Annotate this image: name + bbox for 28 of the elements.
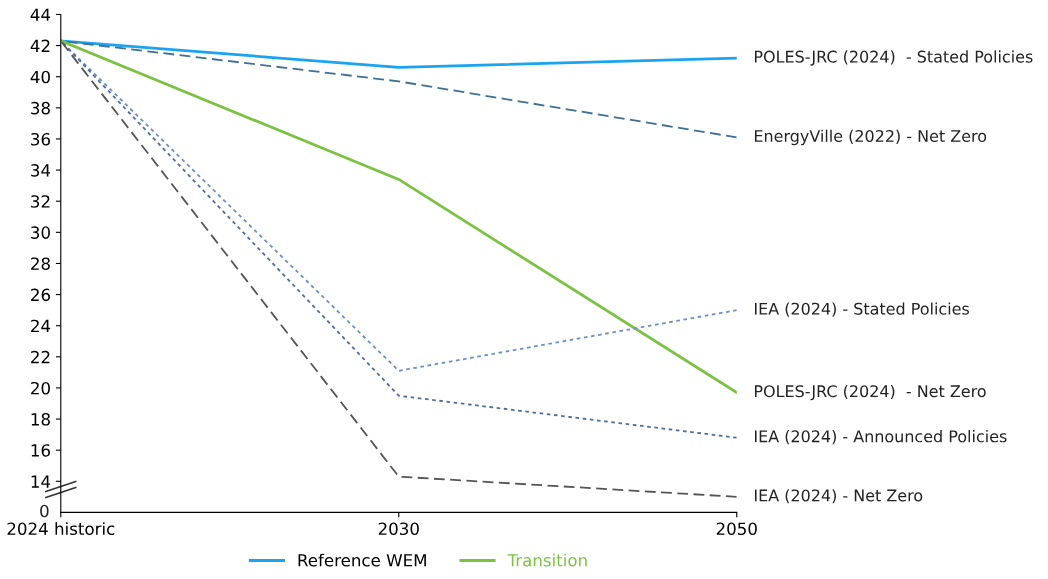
series-label: POLES-JRC (2024) - Net Zero	[754, 384, 986, 401]
y-tick-label: 40	[30, 70, 50, 84]
y-tick-label: 34	[31, 164, 51, 177]
y-tick-label: 28	[31, 257, 50, 271]
x-tick-label: 2024 historic	[7, 522, 115, 536]
series-label: IEA (2024) - Stated Policies	[754, 302, 970, 317]
y-tick-label: 32	[31, 195, 50, 208]
text: Transition	[507, 553, 587, 567]
y-tick-label: 30	[31, 226, 50, 239]
series-label: POLES-JRC (2024) - Stated Policies	[754, 50, 1033, 66]
y-tick-label: 24	[31, 319, 51, 333]
y-tick-label: 26	[31, 288, 51, 302]
series-label: IEA (2024) - Net Zero	[754, 489, 923, 504]
x-tick-label: 2050	[716, 522, 757, 536]
y-tick-label: 44	[30, 8, 51, 21]
text: Reference WEM	[298, 553, 426, 567]
series-label: EnergyVille (2022) - Net Zero	[754, 129, 987, 146]
y-tick-label: 14	[31, 475, 51, 488]
x-tick-label: 2030	[378, 522, 419, 536]
y-tick-label: 38	[31, 101, 50, 115]
series-label: IEA (2024) - Announced Policies	[754, 429, 1007, 445]
y-tick-label: 18	[31, 413, 50, 426]
y-tick-label: 42	[30, 39, 50, 52]
y-tick-label: 36	[31, 132, 51, 146]
y-tick-label: 22	[31, 350, 50, 364]
text: 0	[40, 504, 49, 518]
y-tick-label: 20	[31, 381, 50, 395]
y-tick-label: 16	[31, 444, 51, 457]
